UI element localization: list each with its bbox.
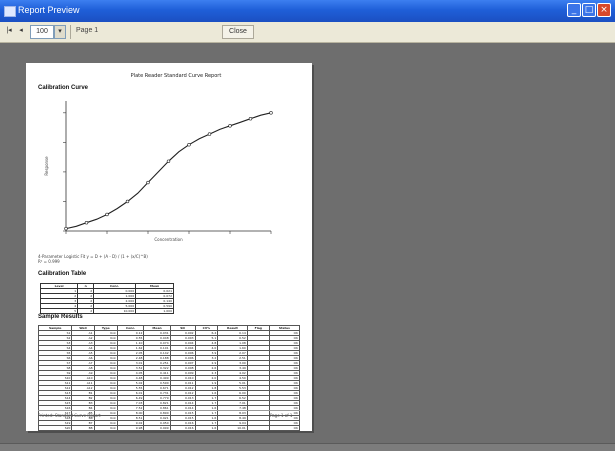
table-cell: 1.000 <box>135 308 174 314</box>
table-header-row: Sample Well Type Conc. Mean SD CV% Result Flag St… <box>37 325 301 331</box>
table-cell: 10.01 <box>217 425 248 431</box>
footer-divider <box>38 410 300 411</box>
report-header: Plate Reader Standard Curve Report <box>130 73 222 79</box>
table-cell: 2 <box>77 308 95 314</box>
data-point <box>105 212 109 217</box>
table-cell: B8 <box>71 425 95 431</box>
close-window-button[interactable]: × <box>597 3 611 17</box>
table-cell: 1.6 <box>194 425 219 431</box>
result-row: S12 A12 Unk 5.55 0.671 0.012 1.8 5.53 OK <box>37 385 301 391</box>
table-cell: S20 <box>37 425 73 431</box>
footer-left-text: Printed: Standard Curve Report <box>38 413 101 418</box>
table-cell: 0.999 <box>143 425 171 431</box>
results-section-title: Sample Results <box>38 314 83 320</box>
result-row: S15 B3 Unk 7.03 0.821 0.014 1.7 7.01 OK <box>37 400 301 406</box>
table-cell: 9.98 <box>116 425 145 431</box>
minimize-icon: _ <box>571 5 577 15</box>
first-page-button[interactable]: |◂ <box>6 27 12 34</box>
fit-r-squared: R² = 0.999 <box>38 259 60 264</box>
results-table: Sample Well Type Conc. Mean SD CV% Result Flag St… <box>37 325 301 431</box>
data-point <box>207 132 212 136</box>
toolbar-separator <box>70 25 71 39</box>
data-point <box>187 143 191 147</box>
table-cell: 10.000 <box>93 308 137 314</box>
previous-page-button[interactable]: ◂ <box>19 27 23 34</box>
app-icon <box>4 6 16 17</box>
data-point <box>64 226 68 231</box>
minimize-button[interactable]: _ <box>567 3 581 17</box>
calibration-table: Level n Conc. Mean 1 2 0.000 0.021 2 2 1.000 0.072 3… <box>39 283 174 314</box>
footer-page-number: Page 1 of 1 <box>270 413 293 418</box>
table-cell: OK <box>268 425 301 431</box>
curve-line <box>65 112 272 230</box>
fit-equation: 4-Parameter Logistic Fit y = D + (A - D)… <box>38 254 148 259</box>
result-row: S6 A6 Unk 2.48 0.188 0.006 3.2 2.51 OK <box>37 355 301 361</box>
data-point <box>269 111 273 115</box>
table-cell: Unk <box>93 425 118 431</box>
zoom-field[interactable]: 100 <box>30 25 54 39</box>
data-point <box>84 221 89 225</box>
table-cell <box>246 425 270 431</box>
calibration-row: 5 2 10.000 1.000 <box>39 308 174 314</box>
table-section-title: Calibration Table <box>38 271 87 277</box>
result-row: S17 B5 Unk 8.00 0.890 0.015 1.7 8.03 OK <box>37 410 301 416</box>
window-title: Report Preview <box>18 5 80 15</box>
result-row: S20 B8 Unk 9.98 0.999 0.016 1.6 10.01 OK <box>37 425 301 431</box>
report-page: Plate Reader Standard Curve Report Calib… <box>26 63 312 431</box>
maximize-icon: □ <box>584 5 594 15</box>
title-bar: Report Preview _ □ × <box>0 0 615 22</box>
data-point <box>166 159 171 163</box>
data-point <box>248 117 253 121</box>
data-point <box>125 199 130 204</box>
table-cell: 0.016 <box>169 425 196 431</box>
data-point <box>146 180 150 185</box>
calibration-chart: Concentration Response <box>44 101 273 242</box>
table-cell: 5 <box>39 308 79 314</box>
preview-toolbar: |◂ ◂ 100 ▾ Page 1 Close <box>0 22 615 43</box>
zoom-dropdown-button[interactable]: ▾ <box>54 25 66 39</box>
y-axis-label: Response <box>44 156 49 176</box>
page-indicator: Page 1 <box>76 27 99 34</box>
close-preview-button[interactable]: Close <box>222 25 254 39</box>
close-icon: × <box>600 5 608 15</box>
calibration-row: 4 2 5.000 0.590 <box>39 303 174 309</box>
maximize-button[interactable]: □ <box>582 3 596 17</box>
x-axis-label: Concentration <box>154 237 183 242</box>
curve-section-title: Calibration Curve <box>38 85 89 91</box>
data-point <box>228 124 232 128</box>
status-bar <box>0 443 615 451</box>
